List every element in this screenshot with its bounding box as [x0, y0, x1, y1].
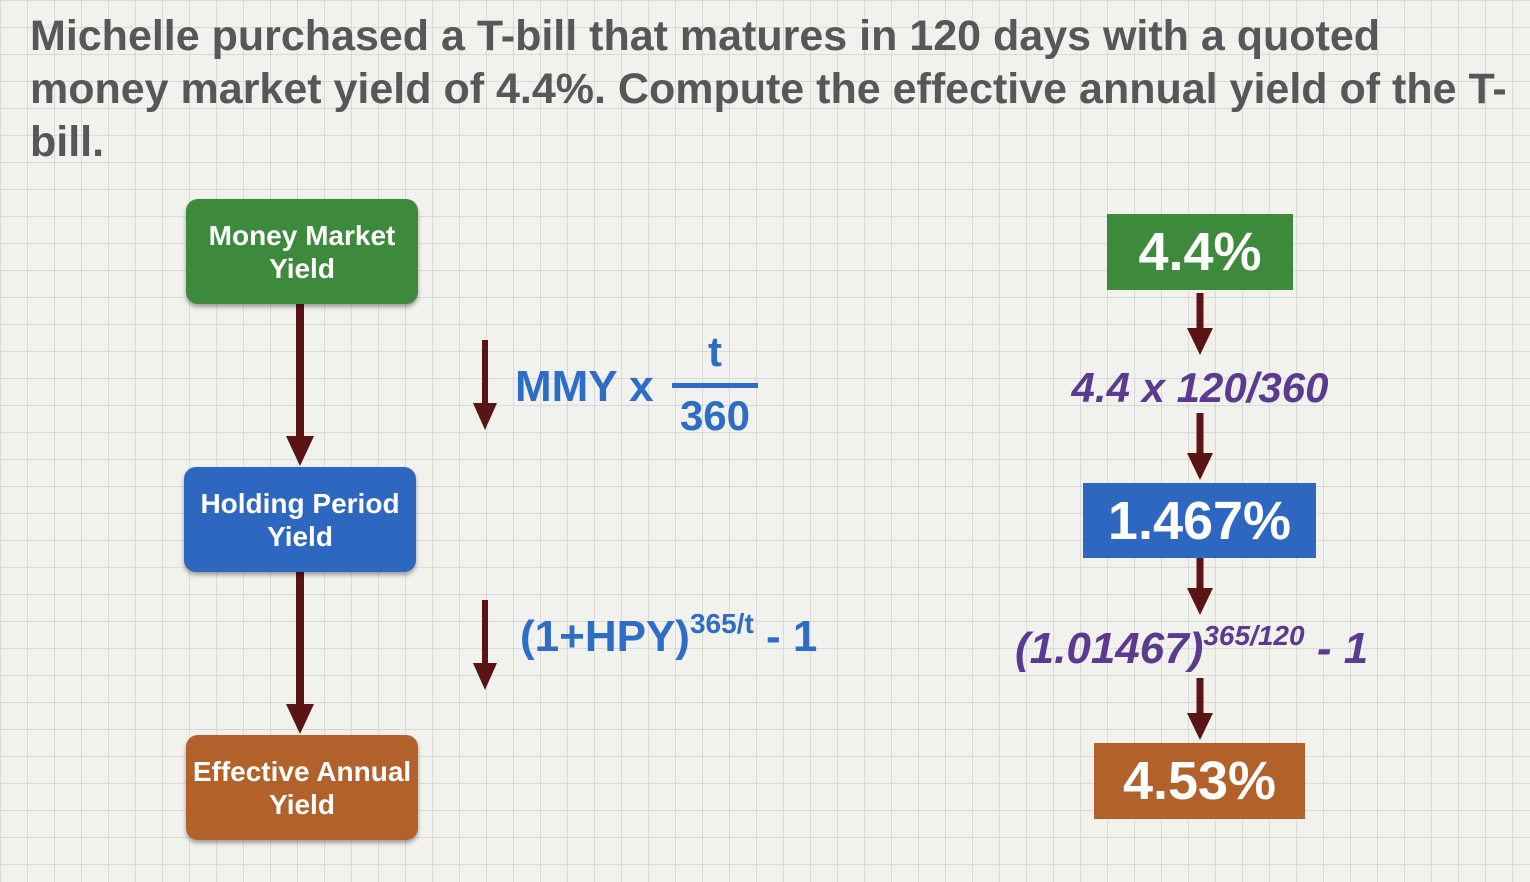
- eay-value-box: 4.53%: [1094, 743, 1305, 819]
- arrow-formula-1: [473, 340, 497, 430]
- formula-numerator: t: [708, 328, 722, 375]
- eay-value: 4.53%: [1122, 751, 1277, 811]
- arrow-formula-2: [473, 600, 497, 690]
- money-market-yield-label: Money Market Yield: [208, 219, 396, 284]
- formula-denominator: 360: [679, 392, 751, 439]
- question-text: Michelle purchased a T-bill that matures…: [30, 12, 1507, 166]
- formula-hpy-base: (1+HPY): [520, 612, 690, 661]
- effective-annual-yield-box: Effective Annual Yield: [186, 735, 418, 840]
- mmy-value-box: 4.4%: [1107, 214, 1293, 290]
- mmy-value: 4.4%: [1138, 222, 1262, 282]
- arrow-hpy-to-eay: [286, 572, 314, 734]
- arrow-right-3: [1187, 553, 1213, 615]
- formula-mmy-prefix: MMY x: [515, 362, 654, 411]
- arrow-right-1: [1187, 293, 1213, 355]
- formula-hpy-suffix: - 1: [766, 612, 818, 661]
- step1-calculation: 4.4 x 120/360: [1071, 364, 1329, 411]
- step2-calculation: (1.01467)365/120 - 1: [1015, 620, 1368, 674]
- step2-exponent: 365/120: [1203, 620, 1305, 651]
- money-market-yield-box: Money Market Yield: [186, 199, 418, 304]
- formula-hpy-to-eay: (1+HPY)365/t - 1: [520, 608, 817, 662]
- arrow-right-4: [1187, 678, 1213, 740]
- hpy-value-box: 1.467%: [1083, 483, 1316, 558]
- formula-hpy-exponent: 365/t: [689, 608, 754, 639]
- arrow-mmy-to-hpy: [286, 304, 314, 466]
- step2-suffix: - 1: [1316, 624, 1369, 673]
- arrow-right-2: [1187, 413, 1213, 480]
- effective-annual-yield-label: Effective Annual Yield: [192, 755, 412, 820]
- fraction-bar: [672, 383, 758, 388]
- holding-period-yield-box: Holding Period Yield: [184, 467, 416, 572]
- step2-base: (1.01467): [1015, 624, 1204, 673]
- holding-period-yield-label: Holding Period Yield: [200, 487, 400, 552]
- hpy-value: 1.467%: [1107, 490, 1292, 551]
